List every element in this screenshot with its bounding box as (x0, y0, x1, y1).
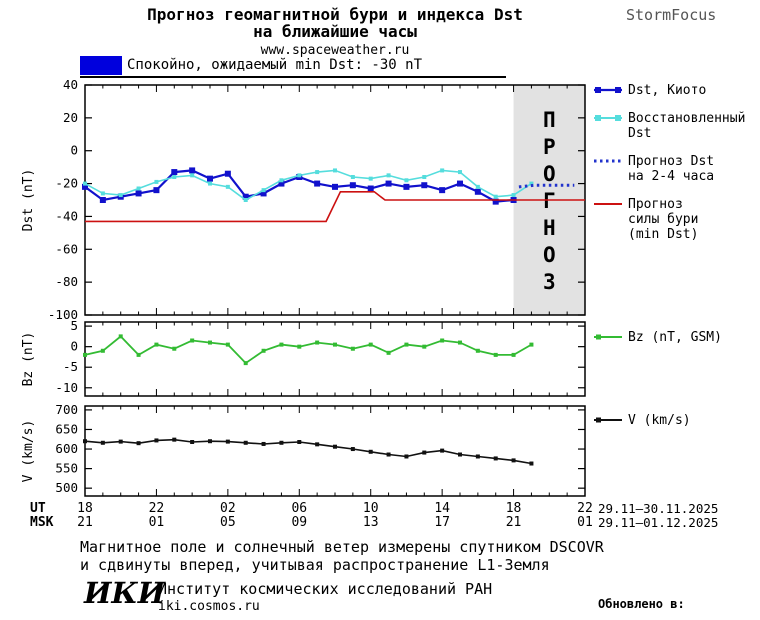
svg-text:550: 550 (55, 461, 78, 476)
svg-text:-40: -40 (55, 208, 78, 223)
legend-label-reconstructed-dst: Восстановленный Dst (628, 111, 746, 141)
svg-text:650: 650 (55, 421, 78, 436)
legend-item-reconstructed-dst: Восстановленный Dst (594, 111, 760, 141)
status-banner: Спокойно, ожидаемый min Dst: -30 nT (80, 54, 506, 78)
data-source-note: Магнитное поле и солнечный ветер измерен… (80, 538, 604, 574)
xtick-label: 01 (148, 515, 165, 530)
xtick-label: 06 (291, 501, 308, 516)
header: Прогноз геомагнитной бури и индекса Dst … (85, 6, 585, 58)
xtick-label: 17 (434, 515, 450, 530)
msk-tick-labels: 21 01 05 09 13 17 21 01 (77, 515, 593, 530)
legend-item-storm-forecast: Прогноз силы бури (min Dst) (594, 197, 760, 242)
svg-text:500: 500 (55, 480, 78, 495)
svg-text:-100: -100 (48, 307, 78, 320)
svg-text:V (km/s): V (km/s) (21, 420, 36, 483)
svg-text:-20: -20 (55, 176, 78, 191)
dst-kyoto-marker-icon (594, 85, 622, 95)
legend-label-v: V (km/s) (628, 413, 691, 428)
xtick-label: 18 (77, 501, 93, 516)
legend-label-dst-kyoto: Dst, Киото (628, 83, 707, 98)
svg-text:700: 700 (55, 402, 78, 417)
xtick-label: 09 (291, 515, 308, 530)
svg-text:40: 40 (63, 78, 78, 92)
status-text: Спокойно, ожидаемый min Dst: -30 nT (127, 57, 423, 73)
xtick-label: 02 (220, 501, 236, 516)
svg-text:5: 5 (70, 318, 78, 333)
ut-date-range: 29.11–30.11.2025 (598, 501, 719, 516)
spaceweather-url: www.spaceweather.ru (260, 43, 410, 58)
bz-marker-icon (594, 332, 622, 342)
institute-name: Институт космических исследований РАН (158, 580, 493, 598)
xtick-label: 01 (577, 515, 593, 530)
xtick-label: 18 (505, 501, 522, 516)
forecast-dst-dotted-line-icon (594, 156, 622, 166)
svg-text:0: 0 (70, 339, 78, 354)
msk-axis-label: MSK (30, 515, 54, 530)
legend-item-dst-kyoto: Dst, Киото (594, 83, 760, 98)
xtick-label: 22 (148, 501, 165, 516)
xtick-label: 21 (505, 515, 522, 530)
v-marker-icon (594, 415, 622, 425)
svg-text:Н: Н (543, 216, 556, 240)
legend-label-storm-forecast: Прогноз силы бури (min Dst) (628, 197, 699, 242)
legend-item-forecast-dst: Прогноз Dst на 2-4 часа (594, 154, 760, 184)
svg-text:Р: Р (543, 135, 556, 159)
updated-at-label: Обновлено в: (598, 597, 685, 611)
xtick-label: 21 (77, 515, 93, 530)
svg-text:-5: -5 (63, 359, 78, 374)
iki-logo: ИКИ (84, 576, 166, 610)
xtick-label: 05 (220, 515, 236, 530)
v-chart: 700 650 600 550 500 V (km/s) (21, 402, 586, 497)
ut-axis-label: UT (30, 501, 46, 516)
svg-text:600: 600 (55, 441, 78, 456)
svg-text:Г: Г (543, 189, 556, 213)
xtick-label: 22 (577, 501, 593, 516)
updated-block: Обновлено в: UT 18:05, 30.11.2025 MSK 21… (598, 564, 760, 620)
legend-label-bz: Bz (nT, GSM) (628, 330, 722, 345)
xtick-label: 10 (362, 501, 379, 516)
svg-text:-60: -60 (55, 241, 78, 256)
svg-text:Dst (nT): Dst (nT) (21, 169, 36, 232)
msk-date-range: 29.11–01.12.2025 (598, 515, 719, 530)
svg-text:20: 20 (63, 110, 78, 125)
institute-url: iki.cosmos.ru (158, 599, 260, 614)
svg-text:-80: -80 (55, 274, 78, 289)
page-title: Прогноз геомагнитной бури и индекса Dst (147, 5, 523, 24)
svg-text:-10: -10 (55, 380, 78, 395)
page-subtitle: на ближайшие часы (253, 22, 417, 41)
svg-text:Bz (nT): Bz (nT) (21, 332, 36, 387)
dst-legend: Dst, Киото Восстановленный Dst Прогноз D… (594, 83, 760, 242)
svg-text:0: 0 (70, 143, 78, 158)
v-legend: V (km/s) (594, 413, 691, 428)
svg-text:О: О (543, 162, 556, 186)
xaxis-ut-row: UT 18 22 02 06 10 14 18 22 29.11–30.11.2025 (0, 501, 760, 516)
svg-text:З: З (543, 270, 556, 294)
brand-label: StormFocus (626, 6, 717, 24)
storm-forecast-line-icon (594, 199, 622, 209)
bz-chart: 5 0 -5 -10 Bz (nT) (21, 318, 586, 397)
bz-legend: Bz (nT, GSM) (594, 330, 722, 345)
xaxis-msk-row: MSK 21 01 05 09 13 17 21 01 29.11–01.12.2025 (0, 515, 760, 530)
note-line-2: и сдвинуты вперед, учитывая распростране… (80, 556, 550, 574)
xtick-label: 13 (362, 515, 379, 530)
ut-tick-labels: 18 22 02 06 10 14 18 22 (77, 501, 593, 516)
storm-level-swatch (80, 55, 122, 75)
xtick-label: 14 (434, 501, 450, 516)
svg-text:П: П (543, 108, 556, 132)
svg-text:О: О (543, 243, 556, 267)
legend-label-forecast-dst: Прогноз Dst на 2-4 часа (628, 154, 715, 184)
reconstructed-dst-marker-icon (594, 113, 622, 123)
note-line-1: Магнитное поле и солнечный ветер измерен… (80, 538, 604, 556)
